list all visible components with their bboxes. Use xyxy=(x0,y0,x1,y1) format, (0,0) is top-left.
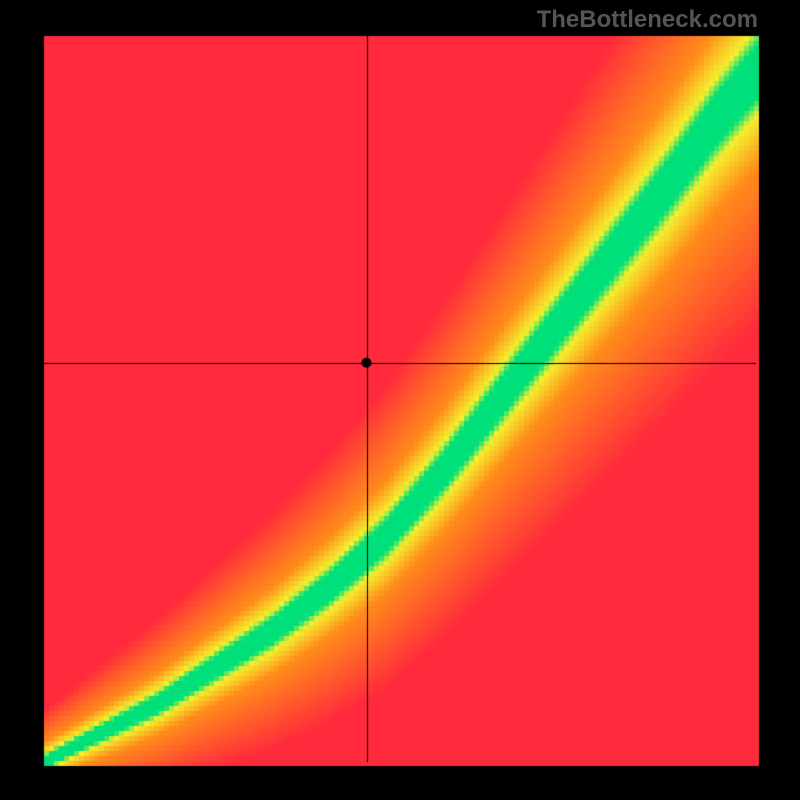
bottleneck-heatmap xyxy=(0,0,800,800)
watermark-text: TheBottleneck.com xyxy=(537,6,758,34)
